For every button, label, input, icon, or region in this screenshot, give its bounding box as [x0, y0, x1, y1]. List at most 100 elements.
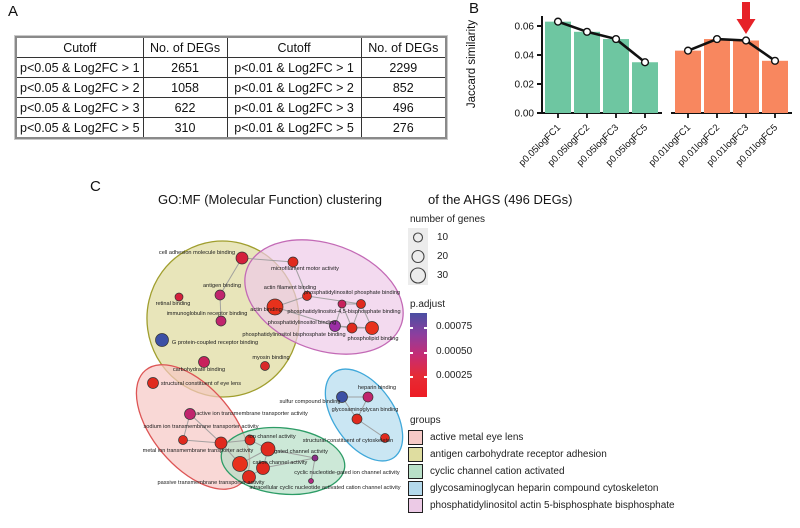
marker-open-circle — [741, 36, 751, 45]
table-cell: 276 — [360, 117, 447, 139]
padjust-tickmark — [410, 376, 413, 378]
table-row: p<0.05 & Log2FC > 1 2651 p<0.01 & Log2FC >… — [15, 57, 447, 78]
go-term-label: structural constituent of cytoskeleton — [303, 438, 393, 444]
table-cell: p<0.01 & Log2FC > 2 — [226, 77, 362, 98]
size-legend-value: 30 — [437, 270, 449, 281]
go-term-bubble — [260, 361, 270, 371]
go-term-bubble — [336, 391, 348, 403]
padjust-tickmark — [410, 352, 413, 354]
padjust-gradient-bar — [410, 313, 427, 397]
network-edge — [241, 257, 294, 263]
go-term-bubble — [215, 315, 227, 327]
group-color-swatch — [408, 430, 423, 445]
go-term-label: phosphatidylinositol bisphosphate bindin… — [242, 332, 345, 338]
table-header: No. of DEGs — [360, 36, 447, 58]
marker-open-circle — [582, 27, 592, 36]
table-cell: p<0.01 & Log2FC > 5 — [226, 117, 362, 139]
group-legend-item: active metal eye lens — [408, 429, 608, 446]
go-term-bubble — [356, 299, 366, 309]
network-edge — [274, 306, 336, 327]
go-term-label: immunoglobulin receptor binding — [167, 311, 248, 317]
size-legend: 10 20 30 — [408, 228, 608, 285]
size-legend-item: 10 — [408, 228, 608, 247]
table-header: No. of DEGs — [142, 36, 228, 58]
groups-legend-title: groups — [410, 415, 441, 426]
cluster-ellipse — [244, 239, 404, 355]
size-legend-key — [408, 247, 428, 266]
size-legend-item: 20 — [408, 247, 608, 266]
go-term-bubble — [184, 408, 196, 420]
table-row: p<0.05 & Log2FC > 2 1058 p<0.01 & Log2FC >… — [15, 77, 447, 98]
go-term-bubble — [329, 320, 341, 332]
groups-legend: active metal eye lens antigen carbohydrat… — [408, 429, 675, 514]
bar-p0.05logFC2 — [574, 31, 600, 113]
network-edge — [292, 261, 308, 297]
go-term-label: actin filament binding — [264, 285, 317, 291]
go-term-bubble — [287, 256, 299, 268]
bar-p0.05logFC5 — [632, 62, 658, 113]
panel-b-label: B — [469, 0, 480, 17]
padjust-colorbar: 0.00075 0.00050 0.00025 — [410, 313, 608, 401]
go-term-bubble — [155, 333, 169, 347]
padjust-legend-title: p.adjust — [410, 299, 446, 310]
go-term-label: G protein-coupled receptor binding — [172, 340, 258, 346]
group-legend-label: active metal eye lens — [430, 432, 524, 443]
size-legend-key — [408, 266, 428, 285]
go-term-bubble — [244, 434, 256, 446]
y-tick-label: 0.00 — [515, 109, 535, 120]
panel-a-label: A — [8, 3, 19, 20]
padjust-tick-label: 0.00075 — [436, 321, 473, 332]
go-term-bubble — [266, 298, 284, 316]
go-term-label: metal ion transmembrane transporter acti… — [143, 448, 254, 454]
overlay-line — [557, 20, 646, 64]
table-cell: p<0.05 & Log2FC > 5 — [15, 117, 144, 139]
group-color-swatch — [408, 498, 423, 513]
go-term-bubble — [365, 321, 379, 335]
go-term-bubble — [214, 289, 226, 301]
table-row: p<0.05 & Log2FC > 5 310 p<0.01 & Log2FC > … — [15, 117, 447, 139]
size-circle-icon — [409, 267, 427, 284]
y-tick-label: 0.02 — [515, 80, 535, 91]
go-term-bubble — [232, 456, 248, 472]
go-term-bubble — [302, 291, 312, 301]
network-edge — [182, 439, 222, 444]
table-row: p<0.05 & Log2FC > 3 622 p<0.01 & Log2FC > … — [15, 97, 447, 118]
size-circle-icon — [412, 232, 424, 243]
y-axis-label: Jaccard similarity — [466, 20, 478, 108]
overlay-line — [687, 37, 776, 62]
go-term-bubble — [198, 356, 210, 368]
marker-open-circle — [553, 17, 563, 26]
go-term-label: active ion transmembrane transporter act… — [196, 411, 308, 417]
network-edge — [262, 457, 316, 469]
go-term-label: cyclic nucleotide-gated ion channel acti… — [294, 470, 400, 476]
table-cell: p<0.05 & Log2FC > 3 — [15, 97, 144, 118]
go-term-bubble — [174, 292, 184, 302]
go-term-label: cation channel activity — [253, 460, 308, 466]
bar-p0.05logFC3 — [603, 39, 629, 113]
go-term-label: structural constituent of eye lens — [161, 381, 241, 387]
table-cell: p<0.01 & Log2FC > 1 — [226, 57, 362, 78]
table-cell: p<0.05 & Log2FC > 1 — [15, 57, 144, 78]
marker-open-circle — [683, 46, 693, 55]
go-term-bubble — [214, 436, 228, 450]
deg-cutoff-table: Cutoff No. of DEGs Cutoff No. of DEGs p<0.05… — [13, 35, 449, 140]
go-term-label: cell adhesion molecule binding — [159, 250, 235, 256]
go-term-bubble — [178, 435, 188, 445]
network-edge — [189, 413, 222, 444]
table-cell: 310 — [142, 117, 228, 139]
go-term-bubble — [337, 299, 347, 309]
table-header: Cutoff — [15, 36, 144, 58]
go-term-label: glycosaminoglycan binding — [332, 407, 399, 413]
table-cell: p<0.05 & Log2FC > 2 — [15, 77, 144, 98]
padjust-tick-label: 0.00025 — [436, 370, 473, 381]
go-term-bubble — [362, 391, 374, 403]
go-term-bubble — [351, 413, 363, 425]
network-edge — [306, 295, 362, 305]
go-term-label: phosphatidylinositol binding — [268, 320, 336, 326]
panel-c-legends: number of genes 10 20 30 p.adjust 0.00075 0… — [408, 214, 675, 514]
go-term-label: phospholipid binding — [347, 336, 398, 342]
padjust-tickmark — [424, 352, 427, 354]
go-term-label: heparin binding — [358, 385, 396, 391]
group-legend-label: glycosaminoglycan heparin compound cytos… — [430, 483, 659, 494]
